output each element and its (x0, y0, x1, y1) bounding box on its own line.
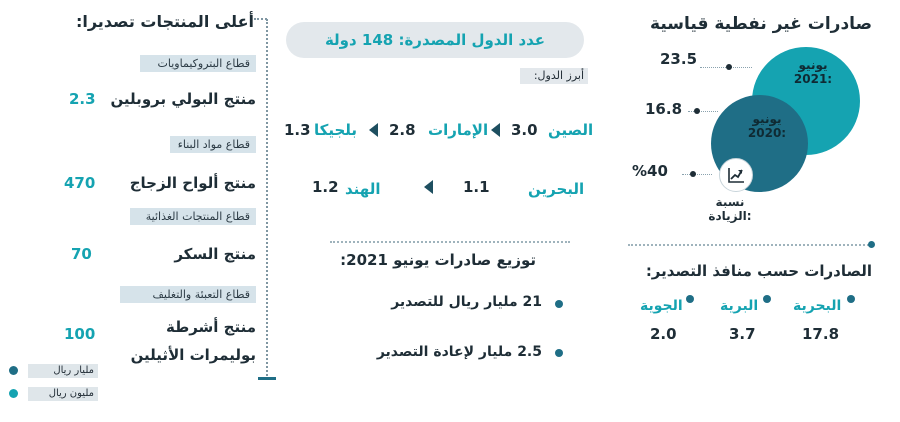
legend-label: مليون ريال (28, 387, 98, 401)
product-name: منتج السكر (174, 245, 256, 263)
legend-label: مليار ريال (28, 364, 98, 378)
port-sea-label: البحرية (793, 298, 842, 314)
country-bahrain-value: 1.1 (463, 178, 490, 196)
circle-2020-label: يونيو 2020: (747, 112, 787, 140)
product-name: منتج ألواح الزجاج (129, 174, 256, 192)
arrow-icon (424, 180, 433, 194)
product-value: 2.3 (69, 90, 96, 108)
top-countries-label: أبرز الدول: (520, 68, 588, 84)
circle-2021-label: يونيو 2021: (793, 58, 833, 86)
sector-label: قطاع البتروكيماويات (140, 55, 256, 72)
country-uae: الإمارات (428, 121, 489, 139)
increase-label: نسبة الزيادة: (708, 195, 752, 223)
country-china: الصين (548, 121, 594, 139)
sector-label: قطاع مواد البناء (170, 136, 256, 153)
value-2020: 16.8 (645, 100, 683, 118)
country-belgium-value: 1.3 (284, 121, 311, 139)
port-land-value: 3.7 (729, 325, 756, 343)
country-belgium: بلجيكا (314, 121, 358, 139)
country-uae-value: 2.8 (389, 121, 416, 139)
chart-up-icon (719, 158, 753, 192)
product-name: منتج أشرطة (165, 318, 256, 336)
country-bahrain: البحرين (528, 180, 585, 198)
product-name: بوليمرات الأثيلين (130, 346, 256, 364)
port-air-label: الجوية (640, 298, 683, 314)
legend-dot-million (9, 389, 18, 398)
port-sea-value: 17.8 (802, 325, 840, 343)
sector-label: قطاع التعبئة والتغليف (120, 286, 256, 303)
arrow-icon (491, 123, 500, 137)
sector-label: قطاع المنتجات الغذائية (130, 208, 256, 225)
legend-dot-billion (9, 366, 18, 375)
distribution-title: توزيع صادرات يونيو 2021: (340, 251, 536, 269)
product-value: 470 (64, 174, 96, 192)
distribution-item: 21 مليار ريال للتصدير (391, 294, 542, 310)
value-2021: 23.5 (660, 50, 698, 68)
ports-title: الصادرات حسب منافذ التصدير: (645, 262, 872, 280)
product-value: 100 (64, 325, 96, 343)
country-india: الهند (345, 180, 381, 198)
exports-title: صادرات غير نفطية قياسية (650, 14, 872, 34)
top-products-title: أعلى المنتجات تصديرا: (75, 12, 254, 31)
port-land-label: البرية (720, 298, 759, 314)
countries-count-banner: عدد الدول المصدرة: 148 دولة (286, 22, 584, 58)
product-value: 70 (71, 245, 92, 263)
country-china-value: 3.0 (511, 121, 538, 139)
country-india-value: 1.2 (312, 178, 339, 196)
arrow-icon (369, 123, 378, 137)
distribution-item: 2.5 مليار لإعادة التصدير (376, 344, 542, 360)
product-name: منتج البولي بروبلين (110, 90, 256, 108)
port-air-value: 2.0 (650, 325, 677, 343)
increase-value: %40 (632, 162, 668, 180)
